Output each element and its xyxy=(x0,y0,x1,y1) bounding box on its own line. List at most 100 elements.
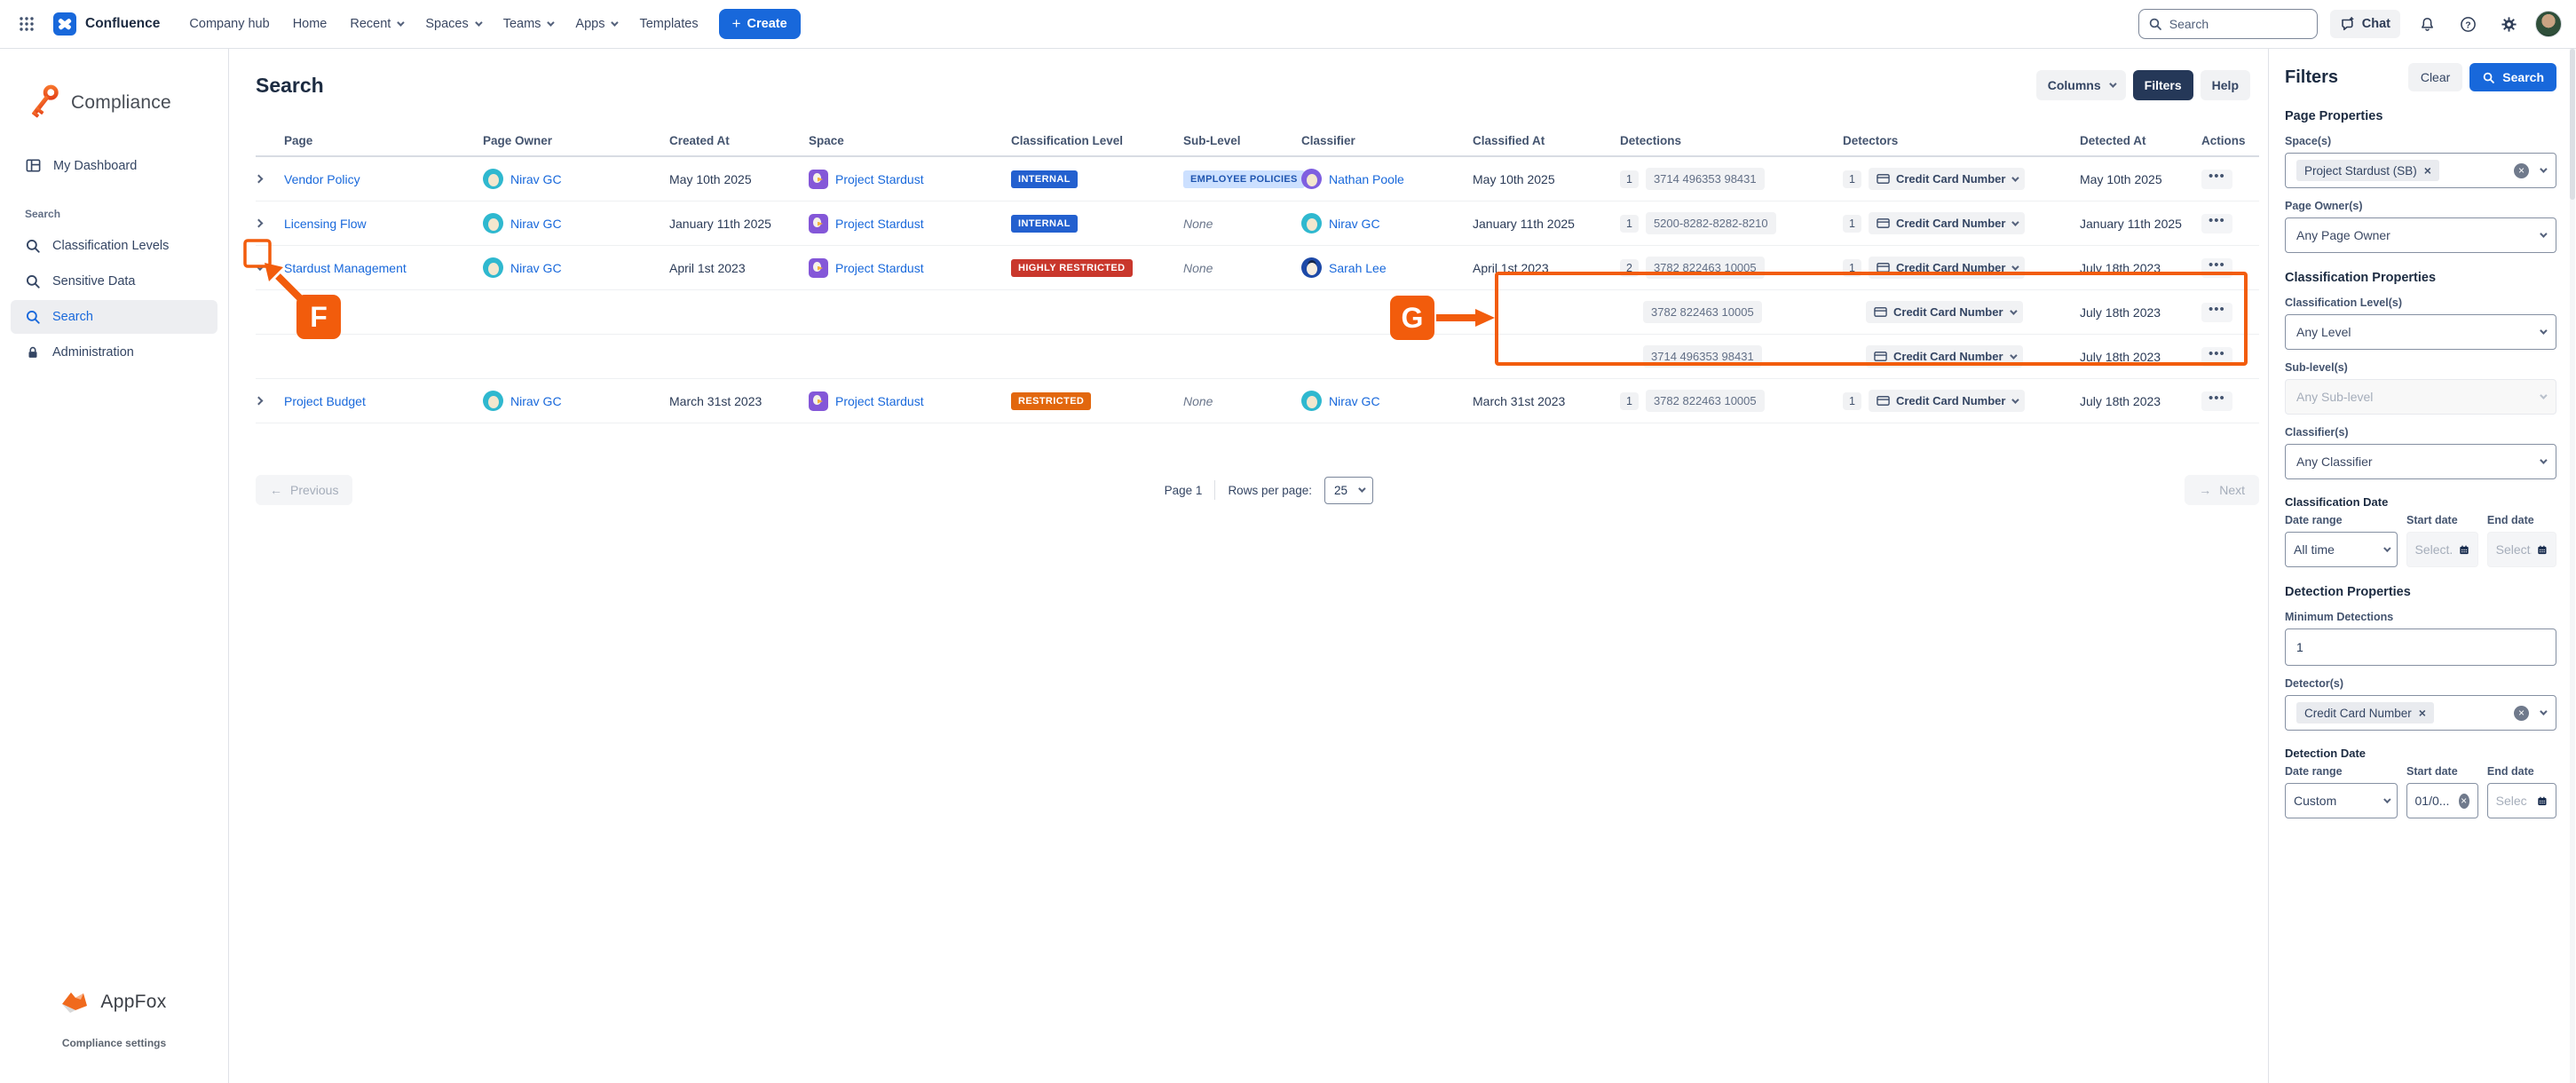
detector-chip[interactable]: Credit Card Number xyxy=(1868,257,2026,279)
create-button[interactable]: + Create xyxy=(718,9,801,39)
detector-chip[interactable]: Credit Card Number xyxy=(1868,390,2026,412)
settings-gear-icon[interactable] xyxy=(2494,10,2523,38)
nav-templates[interactable]: Templates xyxy=(629,10,707,38)
minimum-detections-label: Minimum Detections xyxy=(2285,611,2394,623)
user-avatar[interactable] xyxy=(2535,11,2562,37)
previous-page-button[interactable]: ← Previous xyxy=(256,475,353,505)
row-actions-button[interactable]: ••• xyxy=(2201,213,2232,233)
sidebar-item-administration[interactable]: Administration xyxy=(11,336,217,369)
space-link[interactable]: Project Stardust xyxy=(835,216,924,231)
row-actions-button[interactable]: ••• xyxy=(2201,169,2232,189)
help-icon[interactable]: ? xyxy=(2454,10,2482,38)
clear-field-icon[interactable]: × xyxy=(2514,162,2529,178)
expand-row-icon[interactable] xyxy=(254,396,264,406)
classifier-link[interactable]: Nirav GC xyxy=(1329,216,1380,231)
panel-scrollbar-thumb[interactable] xyxy=(2570,49,2575,200)
chevron-down-icon xyxy=(2011,262,2020,271)
nav-teams[interactable]: Teams xyxy=(494,10,563,38)
notifications-bell-icon[interactable] xyxy=(2413,10,2441,38)
page-owner-label: Page Owner(s) xyxy=(2285,200,2363,212)
row-actions-button[interactable]: ••• xyxy=(2201,257,2232,278)
owner-link[interactable]: Nirav GC xyxy=(510,216,562,231)
app-switcher-icon[interactable] xyxy=(12,10,41,38)
detection-date-range-select[interactable] xyxy=(2285,783,2398,818)
page-link[interactable]: Licensing Flow xyxy=(284,216,367,231)
nav-spaces[interactable]: Spaces xyxy=(415,10,489,38)
global-search-input[interactable] xyxy=(2169,17,2294,31)
classifier-link[interactable]: Sarah Lee xyxy=(1329,260,1387,275)
sidebar-item-search[interactable]: Search xyxy=(11,300,217,334)
row-actions-button[interactable]: ••• xyxy=(2201,302,2232,322)
nav-home[interactable]: Home xyxy=(283,10,337,38)
detections-count-badge: 1 xyxy=(1620,214,1639,233)
space-link[interactable]: Project Stardust xyxy=(835,171,924,186)
sidebar-item-classification-levels[interactable]: Classification Levels xyxy=(11,229,217,263)
space-link[interactable]: Project Stardust xyxy=(835,393,924,408)
clear-field-icon[interactable]: × xyxy=(2514,705,2529,721)
page-link[interactable]: Project Budget xyxy=(284,393,366,408)
page-link[interactable]: Stardust Management xyxy=(284,260,407,275)
owner-link[interactable]: Nirav GC xyxy=(510,171,562,186)
nav-apps[interactable]: Apps xyxy=(565,10,626,38)
detector-chip[interactable]: Credit Card Number xyxy=(1866,301,2023,323)
avatar xyxy=(1301,391,1322,411)
classifier-link[interactable]: Nathan Poole xyxy=(1329,171,1404,186)
owner-link[interactable]: Nirav GC xyxy=(510,260,562,275)
filters-title: Filters xyxy=(2285,67,2339,87)
spaces-select[interactable]: Project Stardust (SB) × × xyxy=(2285,153,2556,188)
sidebar-item-sensitive-data[interactable]: Sensitive Data xyxy=(11,265,217,298)
detector-chip[interactable]: Credit Card Number xyxy=(1866,345,2023,368)
remove-chip-icon[interactable]: × xyxy=(2423,163,2431,178)
confluence-logo-icon[interactable] xyxy=(53,12,76,36)
expand-row-icon[interactable] xyxy=(254,174,264,184)
classifier-link[interactable]: Nirav GC xyxy=(1329,393,1380,408)
key-icon xyxy=(31,84,59,118)
panel-scrollbar[interactable] xyxy=(2570,49,2575,1083)
detection-value-chip: 3714 496353 98431 xyxy=(1645,168,1765,190)
detection-value-chip: 3782 822463 10005 xyxy=(1645,257,1765,279)
detector-chip[interactable]: Credit Card Number xyxy=(1868,168,2026,190)
calendar-icon xyxy=(2538,796,2547,805)
classification-level-select[interactable]: Any Level xyxy=(2285,314,2556,350)
row-actions-button[interactable]: ••• xyxy=(2201,391,2232,411)
owner-link[interactable]: Nirav GC xyxy=(510,393,562,408)
remove-chip-icon[interactable]: × xyxy=(2418,706,2426,720)
next-page-button[interactable]: → Next xyxy=(2185,475,2259,505)
filters-toggle-button[interactable]: Filters xyxy=(2132,70,2193,100)
pagination: ← Previous Page 1 Rows per page: 25 → Ne… xyxy=(256,475,2259,505)
chevron-down-icon xyxy=(2540,708,2548,715)
rows-per-page-select[interactable]: 25 xyxy=(1324,476,1374,504)
columns-button[interactable]: Columns xyxy=(2035,70,2126,100)
detector-chip[interactable]: Credit Card Number xyxy=(1868,212,2026,234)
classification-level-label: Classification Level(s) xyxy=(2285,296,2402,309)
detections-count-badge: 2 xyxy=(1620,258,1639,277)
space-link[interactable]: Project Stardust xyxy=(835,260,924,275)
chevron-down-icon xyxy=(2383,795,2391,803)
chat-button[interactable]: Chat xyxy=(2329,10,2400,38)
classification-date-range-select[interactable] xyxy=(2285,532,2398,567)
arrow-left-icon: ← xyxy=(270,483,282,497)
expand-row-icon[interactable] xyxy=(254,218,264,228)
global-search-field[interactable] xyxy=(2137,9,2318,39)
detection-value-chip: 3782 822463 10005 xyxy=(1643,301,1762,323)
row-actions-button[interactable]: ••• xyxy=(2201,346,2232,367)
apply-search-button[interactable]: Search xyxy=(2469,63,2556,91)
compliance-settings-caption[interactable]: Compliance settings xyxy=(61,1037,167,1049)
page-link[interactable]: Vendor Policy xyxy=(284,171,360,186)
help-button[interactable]: Help xyxy=(2200,70,2250,100)
sublevel-none: None xyxy=(1183,216,1213,231)
minimum-detections-input[interactable] xyxy=(2285,628,2556,666)
nav-recent[interactable]: Recent xyxy=(340,10,412,38)
sidebar-item-my-dashboard[interactable]: My Dashboard xyxy=(11,148,217,183)
detectors-select[interactable]: Credit Card Number × × xyxy=(2285,695,2556,731)
classifier-select[interactable]: Any Classifier xyxy=(2285,444,2556,479)
filters-panel: Filters Clear Search Page Properties Spa… xyxy=(2268,49,2576,1083)
nav-company-hub[interactable]: Company hub xyxy=(179,10,279,38)
clear-date-icon[interactable]: × xyxy=(2458,793,2469,809)
clear-filters-button[interactable]: Clear xyxy=(2407,63,2463,91)
detection-end-date-input[interactable] xyxy=(2486,783,2556,818)
chevron-down-icon xyxy=(1358,485,1366,493)
detection-start-date-input[interactable]: × xyxy=(2406,783,2478,818)
page-owner-select[interactable]: Any Page Owner xyxy=(2285,217,2556,253)
collapse-row-icon[interactable] xyxy=(255,262,265,272)
